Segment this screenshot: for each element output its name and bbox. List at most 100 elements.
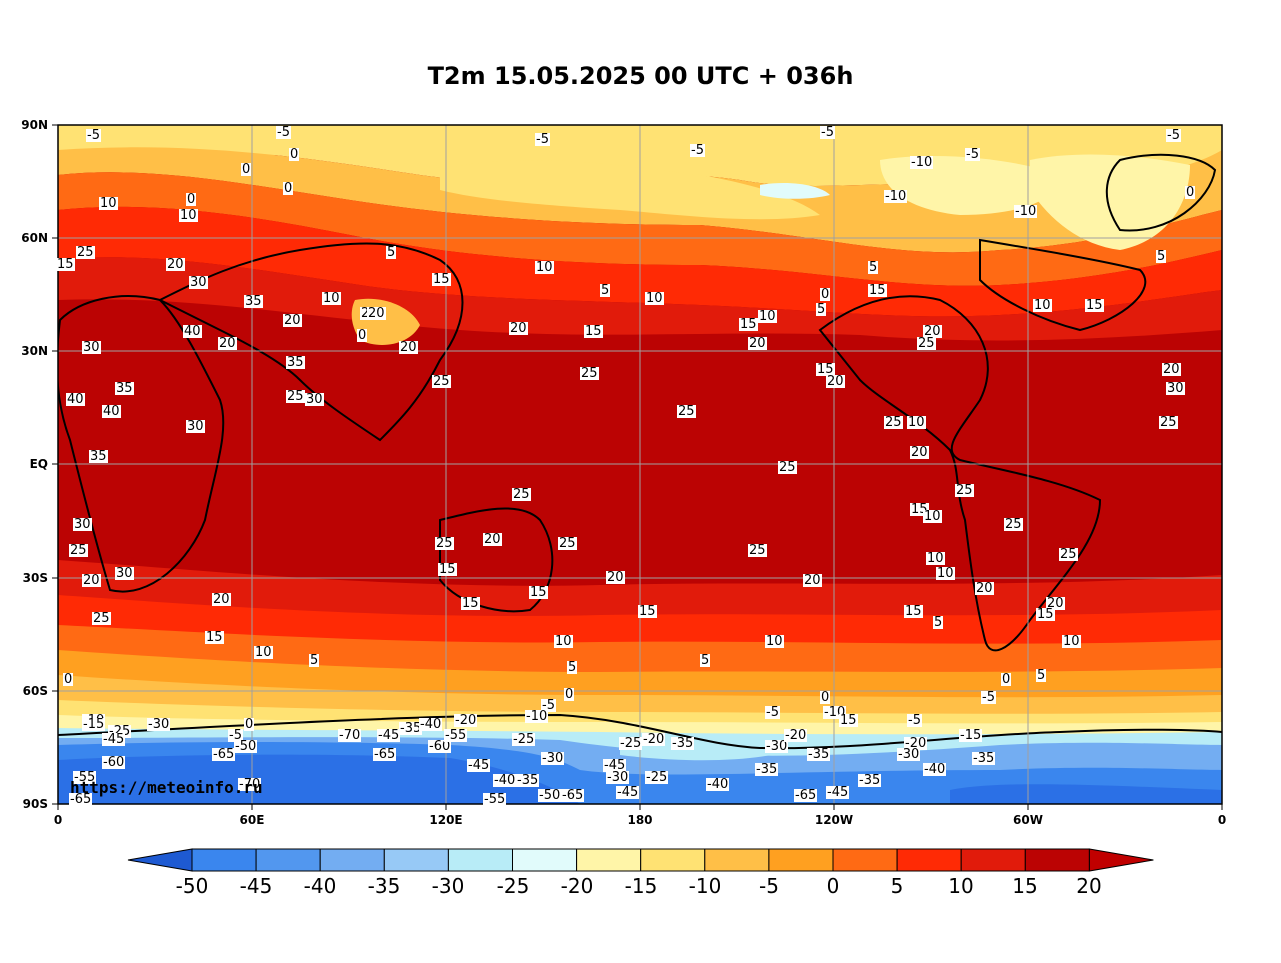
- contour-label: 25: [955, 483, 974, 498]
- colorbar-tick-label: 10: [948, 874, 974, 898]
- contour-label: -5: [541, 698, 556, 713]
- colorbar-swatch: [832, 848, 898, 872]
- contour-label: -5: [276, 125, 291, 140]
- contour-label: -20: [784, 728, 808, 743]
- contour-label: 10: [926, 551, 945, 566]
- contour-label: 0: [241, 162, 252, 177]
- colorbar-tick-label: -40: [303, 874, 337, 898]
- contour-label: 20: [283, 313, 302, 328]
- contour-label: 25: [1004, 517, 1023, 532]
- contour-label: 10: [99, 196, 118, 211]
- graticule: [58, 125, 1222, 804]
- contour-label: 10: [907, 415, 926, 430]
- contour-label: 25: [435, 536, 454, 551]
- colorbar-tick-label: -50: [175, 874, 209, 898]
- contour-label: -5: [965, 147, 980, 162]
- contour-label: 30: [189, 275, 208, 290]
- contour-label: 0: [1185, 185, 1196, 200]
- contour-label: -45: [467, 758, 491, 773]
- contour-label: 20: [509, 321, 528, 336]
- contour-label: -10: [884, 189, 908, 204]
- contour-label: 0: [564, 687, 575, 702]
- contour-label: 10: [936, 566, 955, 581]
- contour-label: 15: [205, 630, 224, 645]
- contour-label: -5: [907, 713, 922, 728]
- contour-label: 0: [357, 328, 368, 343]
- colorbar-tick-label: -30: [431, 874, 465, 898]
- contour-label: 15: [438, 562, 457, 577]
- contour-label: 25: [884, 415, 903, 430]
- contour-label: 25: [76, 245, 95, 260]
- contour-label: 40: [183, 324, 202, 339]
- contour-label: 40: [66, 392, 85, 407]
- colorbar-tick-label: 5: [890, 874, 904, 898]
- contour-label: 10: [758, 309, 777, 324]
- contour-label: -55: [444, 728, 468, 743]
- contour-label: -35: [516, 773, 540, 788]
- contour-label: 25: [92, 611, 111, 626]
- contour-label: -30: [897, 747, 921, 762]
- contour-label: 30: [186, 419, 205, 434]
- colorbar-tick-label: 15: [1012, 874, 1038, 898]
- contour-label: 15: [56, 257, 75, 272]
- contour-label: 10: [254, 645, 273, 660]
- contour-label: 40: [102, 404, 121, 419]
- colorbar-swatch: [960, 848, 1026, 872]
- contour-label: 0: [63, 672, 74, 687]
- lat-label-eq: EQ: [29, 457, 48, 471]
- colorbar-tick-label: -20: [560, 874, 594, 898]
- contour-label: 20: [923, 324, 942, 339]
- contour-label: 20: [748, 336, 767, 351]
- contour-label: 5: [600, 283, 611, 298]
- lat-label-60s: 60S: [22, 684, 48, 698]
- colorbar-tick-label: -25: [496, 874, 530, 898]
- contour-label: -35: [399, 721, 423, 736]
- contour-label: 15: [739, 317, 758, 332]
- contour-label: -5: [1166, 128, 1181, 143]
- lon-label-60e: 60E: [239, 813, 265, 827]
- map-title: T2m 15.05.2025 00 UTC + 036h: [427, 62, 854, 90]
- contour-label: 20: [910, 445, 929, 460]
- contour-label: -55: [483, 792, 507, 807]
- contour-label: 15: [868, 283, 887, 298]
- contour-label: 20: [218, 336, 237, 351]
- contour-label: -25: [512, 732, 536, 747]
- lat-label-30s: 30S: [22, 571, 48, 585]
- contour-label: 35: [244, 294, 263, 309]
- contour-label: 0: [283, 181, 294, 196]
- contour-label: 25: [512, 487, 531, 502]
- contour-label: 20: [367, 306, 386, 321]
- contour-label: 20: [399, 340, 418, 355]
- contour-label: -5: [86, 128, 101, 143]
- contour-label: 0: [820, 690, 831, 705]
- contour-label: -35: [858, 773, 882, 788]
- contour-label: -45: [603, 758, 627, 773]
- contour-label: 15: [529, 585, 548, 600]
- contour-label: -30: [765, 739, 789, 754]
- contour-label: -35: [671, 736, 695, 751]
- contour-label: -65: [373, 747, 397, 762]
- contour-label: -5: [981, 690, 996, 705]
- contour-label: -5: [535, 132, 550, 147]
- contour-label: 0: [820, 287, 831, 302]
- contour-label: 20: [803, 573, 822, 588]
- lon-label-60w: 60W: [1013, 813, 1043, 827]
- lon-label-120e: 120E: [429, 813, 463, 827]
- contour-label: 35: [286, 355, 305, 370]
- contour-label: 15: [638, 604, 657, 619]
- contour-label: 35: [89, 449, 108, 464]
- contour-label: 15: [816, 362, 835, 377]
- contour-label: 15: [432, 272, 451, 287]
- contour-label: -65: [69, 792, 93, 807]
- contour-label: -70: [238, 777, 262, 792]
- contour-label: 5: [868, 260, 879, 275]
- contour-label: -20: [454, 713, 478, 728]
- contour-label: 10: [554, 634, 573, 649]
- contour-label: 25: [917, 336, 936, 351]
- contour-label: 25: [558, 536, 577, 551]
- contour-label: 15: [1085, 298, 1104, 313]
- contour-label: 10: [322, 291, 341, 306]
- contour-label: -70: [338, 728, 362, 743]
- lon-label-180: 180: [627, 813, 653, 827]
- contour-label: 35: [115, 381, 134, 396]
